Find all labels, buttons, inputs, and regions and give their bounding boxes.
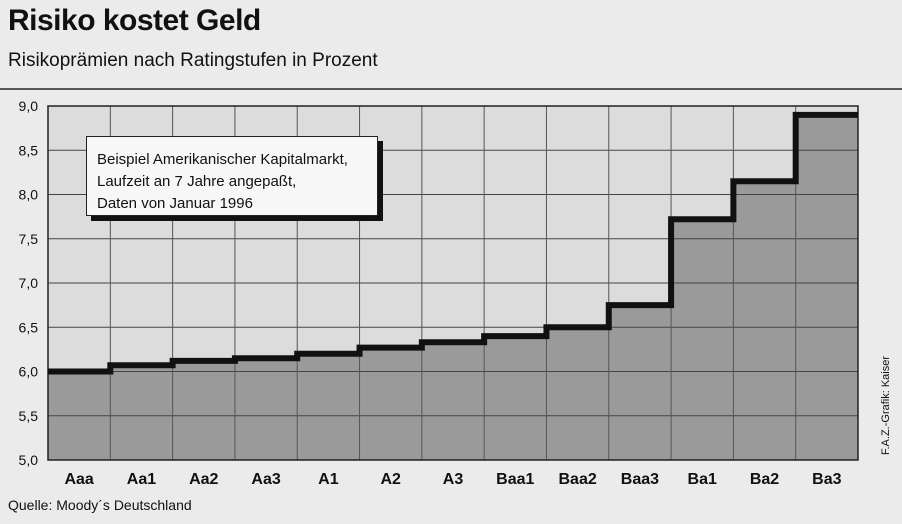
x-tick-label: A1 [318,471,339,488]
y-tick-label: 7,0 [19,275,39,291]
x-tick-label: Aaa [64,471,93,488]
plot-frame [47,105,859,461]
x-tick-label: Ba1 [688,471,717,488]
x-tick-label: Aa2 [189,471,218,488]
x-tick-label: Baa1 [496,471,534,488]
y-tick-label: 9,0 [19,98,39,114]
annotation-line-3: Daten von Januar 1996 [97,195,253,212]
annotation-line-1: Beispiel Amerikanischer Kapitalmarkt, [97,151,348,168]
y-tick-label: 7,5 [19,231,39,247]
step-series-line [48,111,858,375]
x-tick-label: Baa3 [621,471,659,488]
chart-subtitle: Risikoprämien nach Ratingstufen in Proze… [8,50,378,71]
y-tick-label: 8,5 [19,142,39,158]
y-tick-label: 5,5 [19,408,39,424]
x-tick-label: A3 [443,471,464,488]
y-tick-label: 6,0 [19,364,39,380]
chart-title: Risiko kostet Geld [8,4,261,37]
x-tick-label: Baa2 [558,471,596,488]
y-tick-label: 6,5 [19,319,39,335]
x-tick-label: Aa1 [127,471,156,488]
header-divider [0,88,902,90]
graphic-credit: F.A.Z.-Grafik: Kaiser [880,355,892,455]
y-tick-label: 8,0 [19,187,39,203]
step-area-fill [48,114,858,460]
x-tick-label: Ba2 [750,471,779,488]
y-tick-label: 5,0 [19,452,39,468]
x-tick-label: Ba3 [812,471,841,488]
x-tick-label: A2 [380,471,401,488]
annotation-line-2: Laufzeit an 7 Jahre angepaßt, [97,173,297,190]
chart-annotation-box: Beispiel Amerikanischer Kapitalmarkt, La… [86,136,378,216]
source-note: Quelle: Moody´s Deutschland [8,497,192,513]
x-tick-label: Aa3 [251,471,280,488]
